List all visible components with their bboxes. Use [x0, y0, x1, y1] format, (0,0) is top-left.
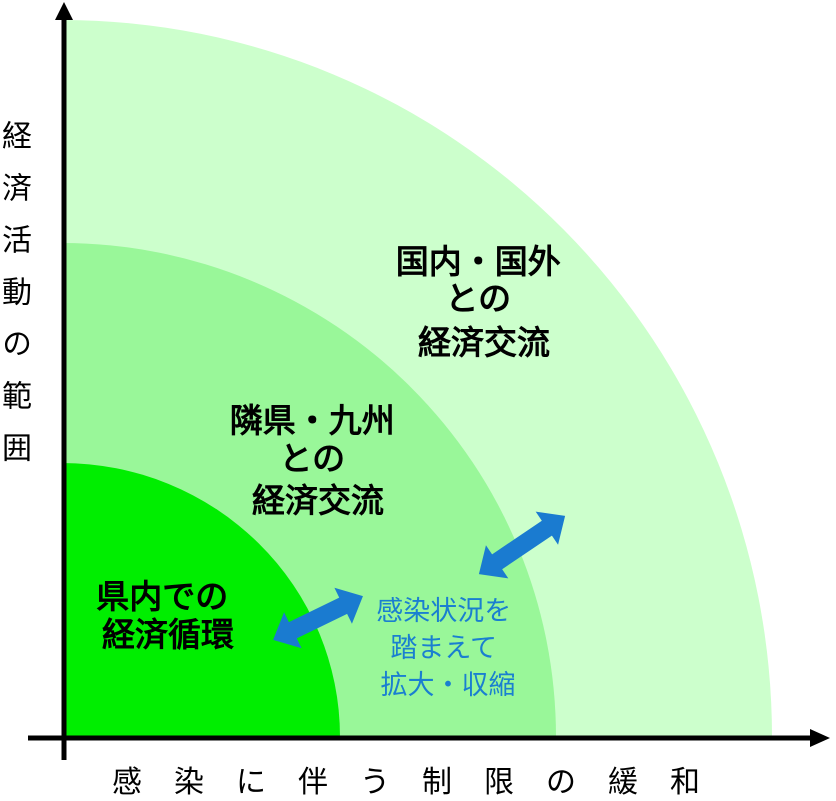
middle-zone-label: 隣県・九州 との 経済交流 — [230, 401, 407, 520]
inner-zone — [62, 463, 340, 737]
expansion-note: 感染状況を 踏まえて 拡大・収縮 — [376, 596, 520, 701]
x-axis-label: 感染に伴う制限の緩和 — [112, 765, 732, 800]
x-axis-arrowhead — [810, 729, 830, 747]
double-arrow-icon — [273, 587, 363, 649]
y-axis-arrowhead — [55, 2, 73, 20]
double-arrow-icon — [478, 511, 566, 579]
outer-zone-label: 国内・国外 との 経済交流 — [396, 242, 573, 362]
y-axis-label: 経済活動の範囲 — [0, 120, 31, 484]
inner-zone-label: 県内での 経済循環 — [96, 577, 240, 654]
